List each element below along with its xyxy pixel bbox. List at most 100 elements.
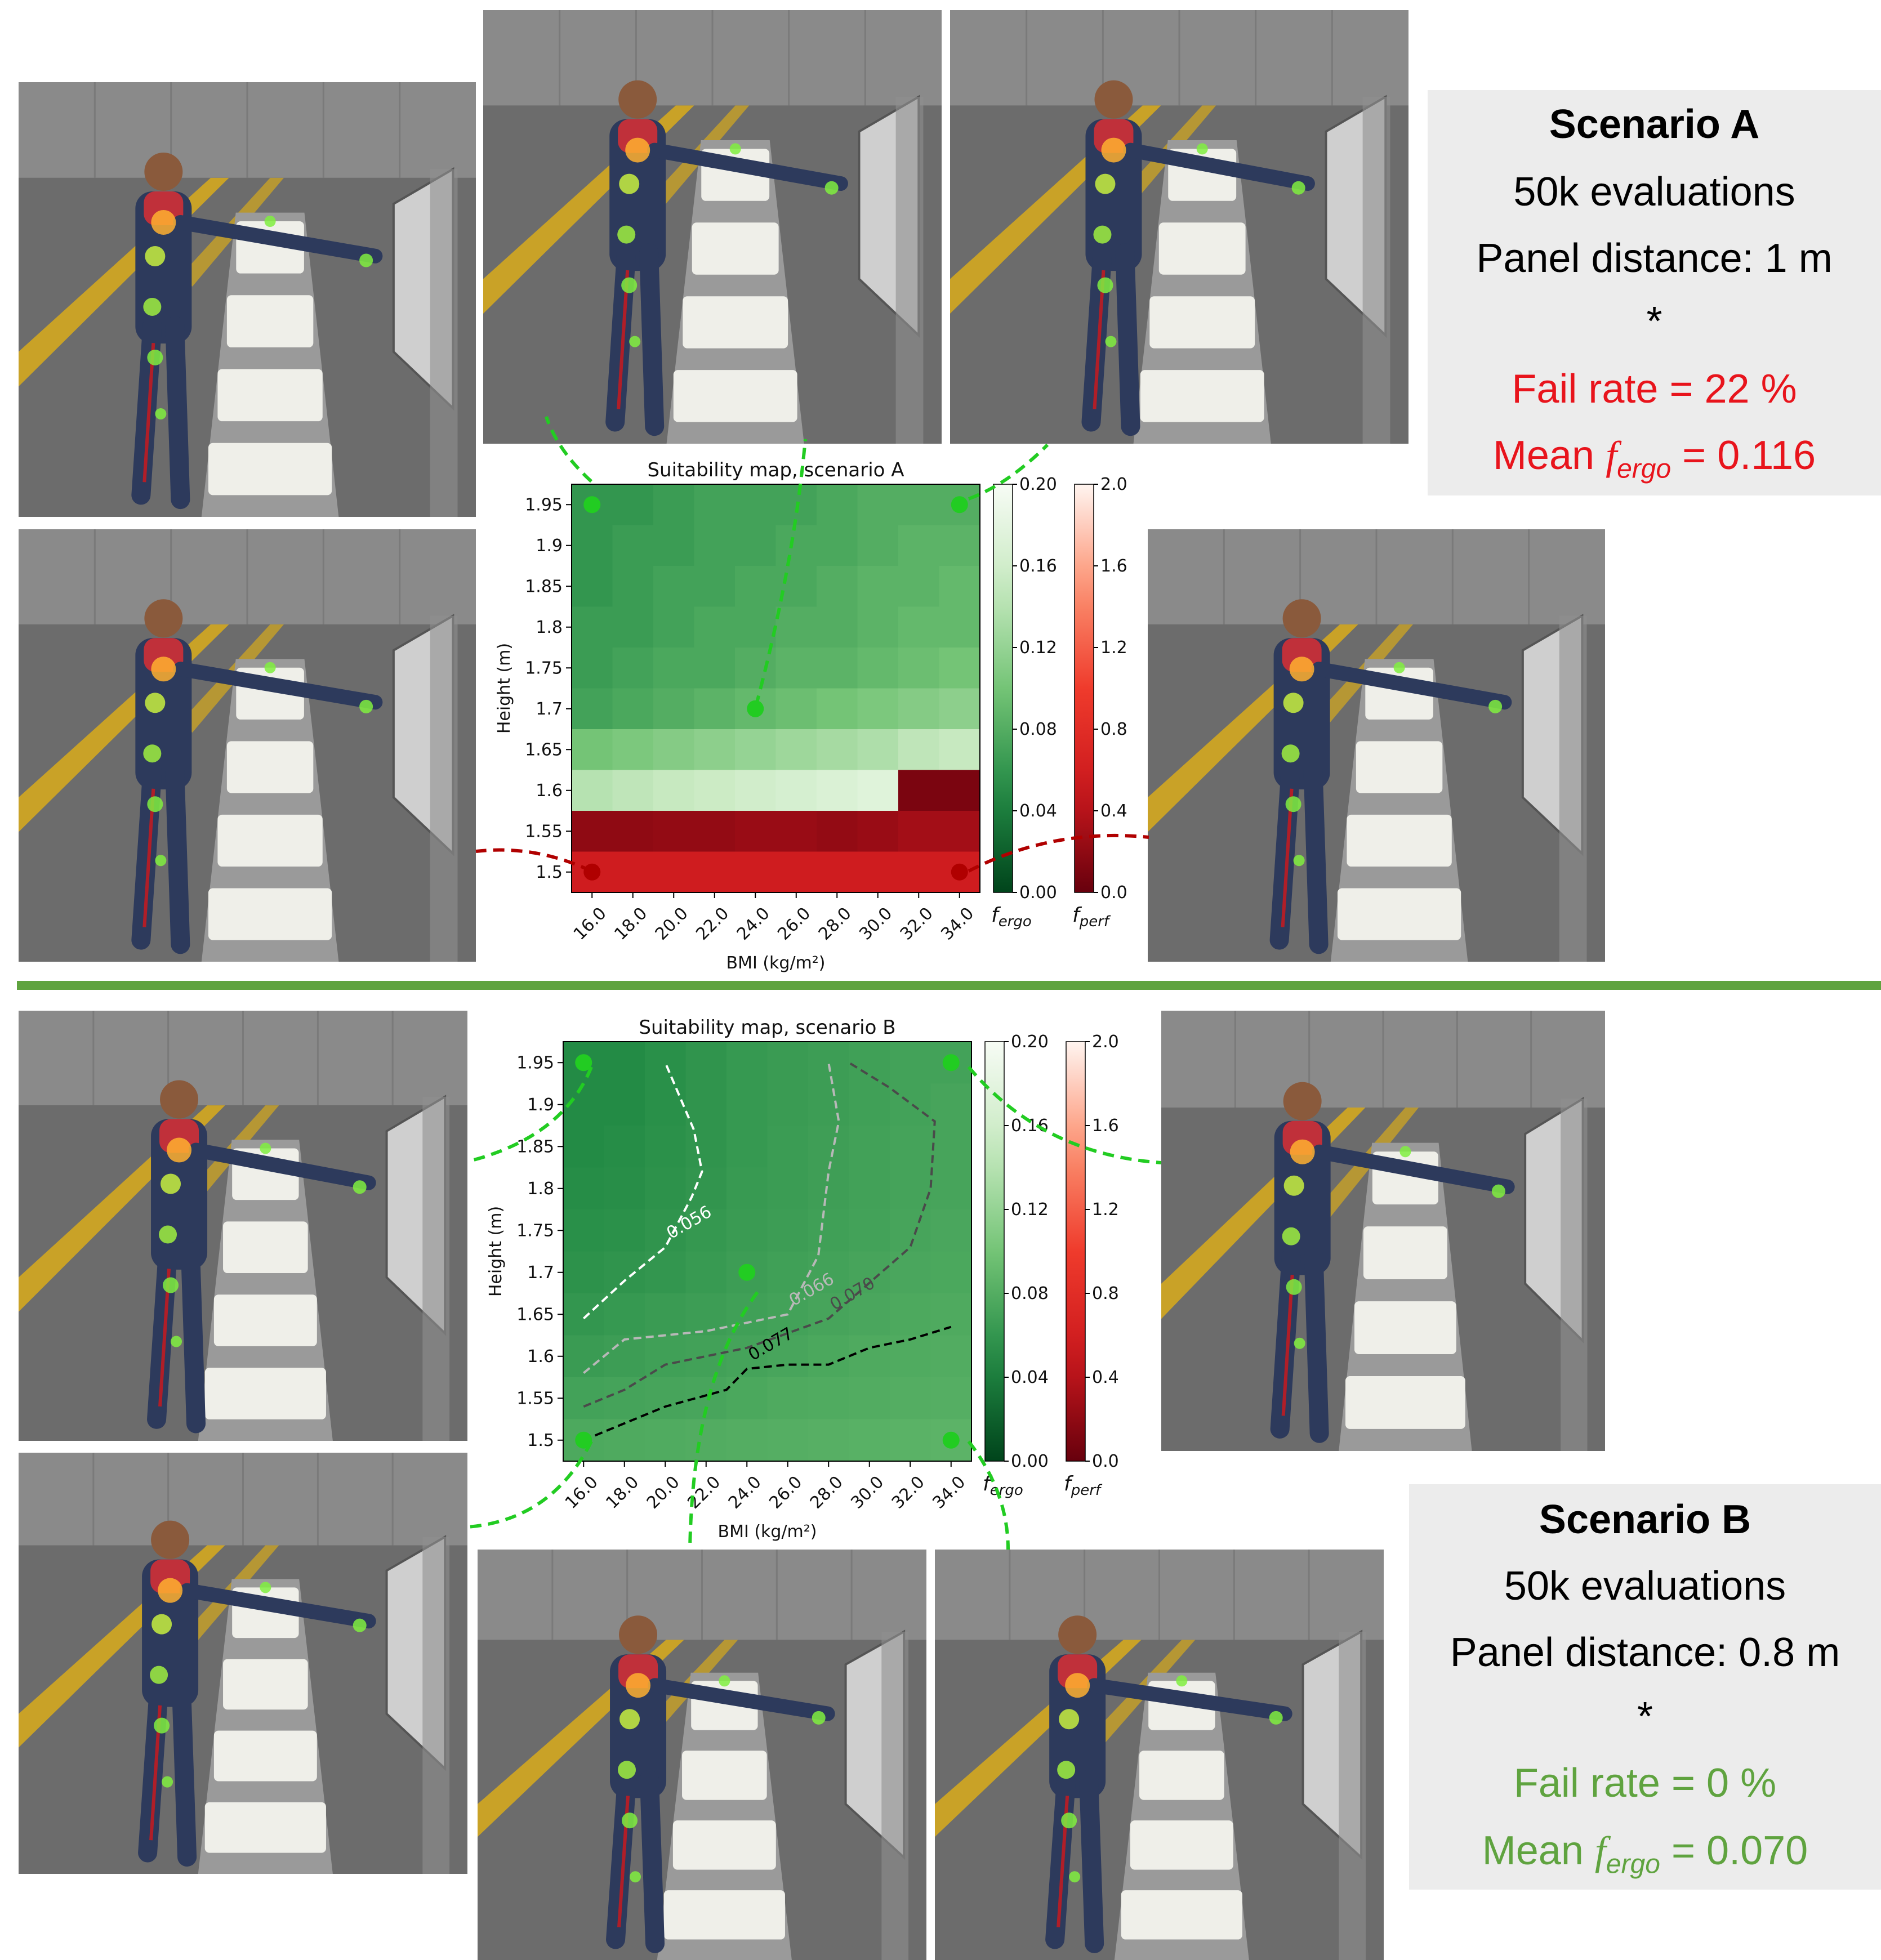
colorbar-perf-tick: 1.2 — [1100, 638, 1127, 658]
heatmap-cell — [775, 566, 817, 608]
heatmap-cell — [604, 1083, 645, 1126]
y-tick-label: 1.65 — [525, 740, 563, 760]
colorbar-perf-sub: perf — [1071, 1482, 1103, 1499]
heatmap-cell — [817, 729, 858, 771]
heatmap-cell — [857, 811, 899, 852]
joint-marker — [626, 1673, 651, 1698]
tray — [226, 295, 314, 347]
colorbar-ergo-tick: 0.08 — [1019, 720, 1057, 739]
heatmap-cell — [898, 484, 940, 526]
heatmap-cell — [563, 1126, 605, 1168]
joint-marker — [162, 1776, 173, 1788]
worker-arm — [189, 1142, 376, 1190]
tray — [1337, 888, 1461, 940]
joint-marker — [264, 216, 276, 227]
heatmap-cell — [685, 1419, 727, 1462]
heatmap-cell — [685, 1209, 727, 1252]
sample-marker — [575, 1431, 592, 1449]
heatmap-cell — [645, 1335, 687, 1378]
heatmap-cell — [694, 729, 736, 771]
heatmap-cell — [735, 770, 777, 811]
heatmap-cell — [653, 688, 695, 730]
heatmap-cell — [775, 648, 817, 689]
heatmap-cell — [775, 606, 817, 648]
heatmap-cell — [694, 525, 736, 566]
heatmap-cell — [767, 1377, 809, 1420]
joint-marker — [1093, 225, 1112, 244]
heatmap-cell — [612, 811, 654, 852]
joint-marker — [1488, 699, 1503, 713]
scenario-separator-line — [17, 981, 1881, 990]
heatmap-cell — [849, 1042, 890, 1084]
scenario-b-panel-distance: Panel distance: 0.8 m — [1450, 1630, 1840, 1675]
tray — [663, 1890, 785, 1940]
heatmap-cell — [653, 484, 695, 526]
y-tick-label: 1.5 — [527, 1431, 554, 1450]
colorbar-perf-sub: perf — [1079, 913, 1111, 930]
heatmap-cell — [890, 1042, 931, 1084]
worker-stripe — [1281, 788, 1294, 927]
joint-marker — [1057, 1761, 1076, 1779]
tray — [1139, 1751, 1224, 1800]
tray — [1363, 1226, 1447, 1280]
chart-title: Suitability map, scenario B — [639, 1016, 895, 1039]
tray — [1149, 296, 1255, 349]
joint-marker — [167, 1137, 192, 1163]
heatmap-cell — [775, 525, 817, 566]
colorbar-perf-tick: 2.0 — [1092, 1032, 1119, 1052]
y-tick-label: 1.9 — [527, 1095, 554, 1115]
heatmap-cell — [694, 811, 736, 852]
colorbar-ergo-tick: 0.12 — [1019, 638, 1057, 658]
heatmap-cell — [612, 606, 654, 648]
heatmap-cell — [604, 1042, 645, 1084]
rack — [895, 97, 924, 444]
joint-marker — [1095, 173, 1116, 194]
joint-marker — [621, 277, 638, 293]
joint-marker — [1294, 1337, 1305, 1349]
y-tick-label: 1.75 — [525, 658, 563, 678]
joint-marker — [150, 1666, 168, 1684]
heatmap-cell — [890, 1335, 931, 1378]
colorbar-ergo-tick: 0.20 — [1019, 475, 1057, 494]
joint-marker — [1293, 855, 1305, 867]
colorbar-ergo-label: fergo — [983, 1472, 1023, 1499]
heatmap-cell — [767, 1083, 809, 1126]
tray — [1345, 1376, 1465, 1429]
worker-arm — [173, 215, 383, 264]
heatmap-cell — [572, 811, 613, 852]
heatmap-cell — [849, 1251, 890, 1294]
colorbar-ergo-tick: 0.04 — [1019, 801, 1057, 821]
joint-marker — [1061, 1812, 1077, 1829]
heatmap-cell — [817, 484, 858, 526]
worker-arm — [180, 1583, 376, 1629]
heatmap-cell — [653, 566, 695, 608]
heatmap-cell — [775, 688, 817, 730]
x-tick-label: 28.0 — [815, 904, 855, 944]
joint-marker — [1097, 277, 1113, 293]
heatmap-cell — [653, 525, 695, 566]
heatmap-cell — [604, 1126, 645, 1168]
joint-marker — [145, 693, 166, 713]
heatmap-cell — [930, 1251, 972, 1294]
heatmap-cell — [849, 1335, 890, 1378]
conveyor — [666, 140, 804, 444]
heatmap-cell — [645, 1126, 687, 1168]
heatmap-cell — [857, 770, 899, 811]
joint-marker — [155, 408, 167, 419]
scenario-a-mean-prefix: Mean — [1492, 433, 1606, 478]
tray — [1140, 370, 1264, 422]
worker-leg — [181, 1242, 206, 1434]
scenario-b-title: Scenario B — [1539, 1497, 1751, 1542]
heatmap-cell — [726, 1419, 768, 1462]
tray — [683, 296, 788, 349]
heatmap-cell — [572, 648, 613, 689]
heatmap-cell — [572, 566, 613, 608]
heatmap-cell — [890, 1083, 931, 1126]
colorbar-perf-label: fperf — [1064, 1472, 1103, 1499]
heatmap-cell — [808, 1126, 850, 1168]
worker-leg — [1045, 1770, 1076, 1949]
heatmap-cell — [898, 851, 940, 893]
heatmap-cell — [563, 1335, 605, 1378]
heatmap-cell — [735, 525, 777, 566]
worker-leg — [138, 1678, 169, 1863]
